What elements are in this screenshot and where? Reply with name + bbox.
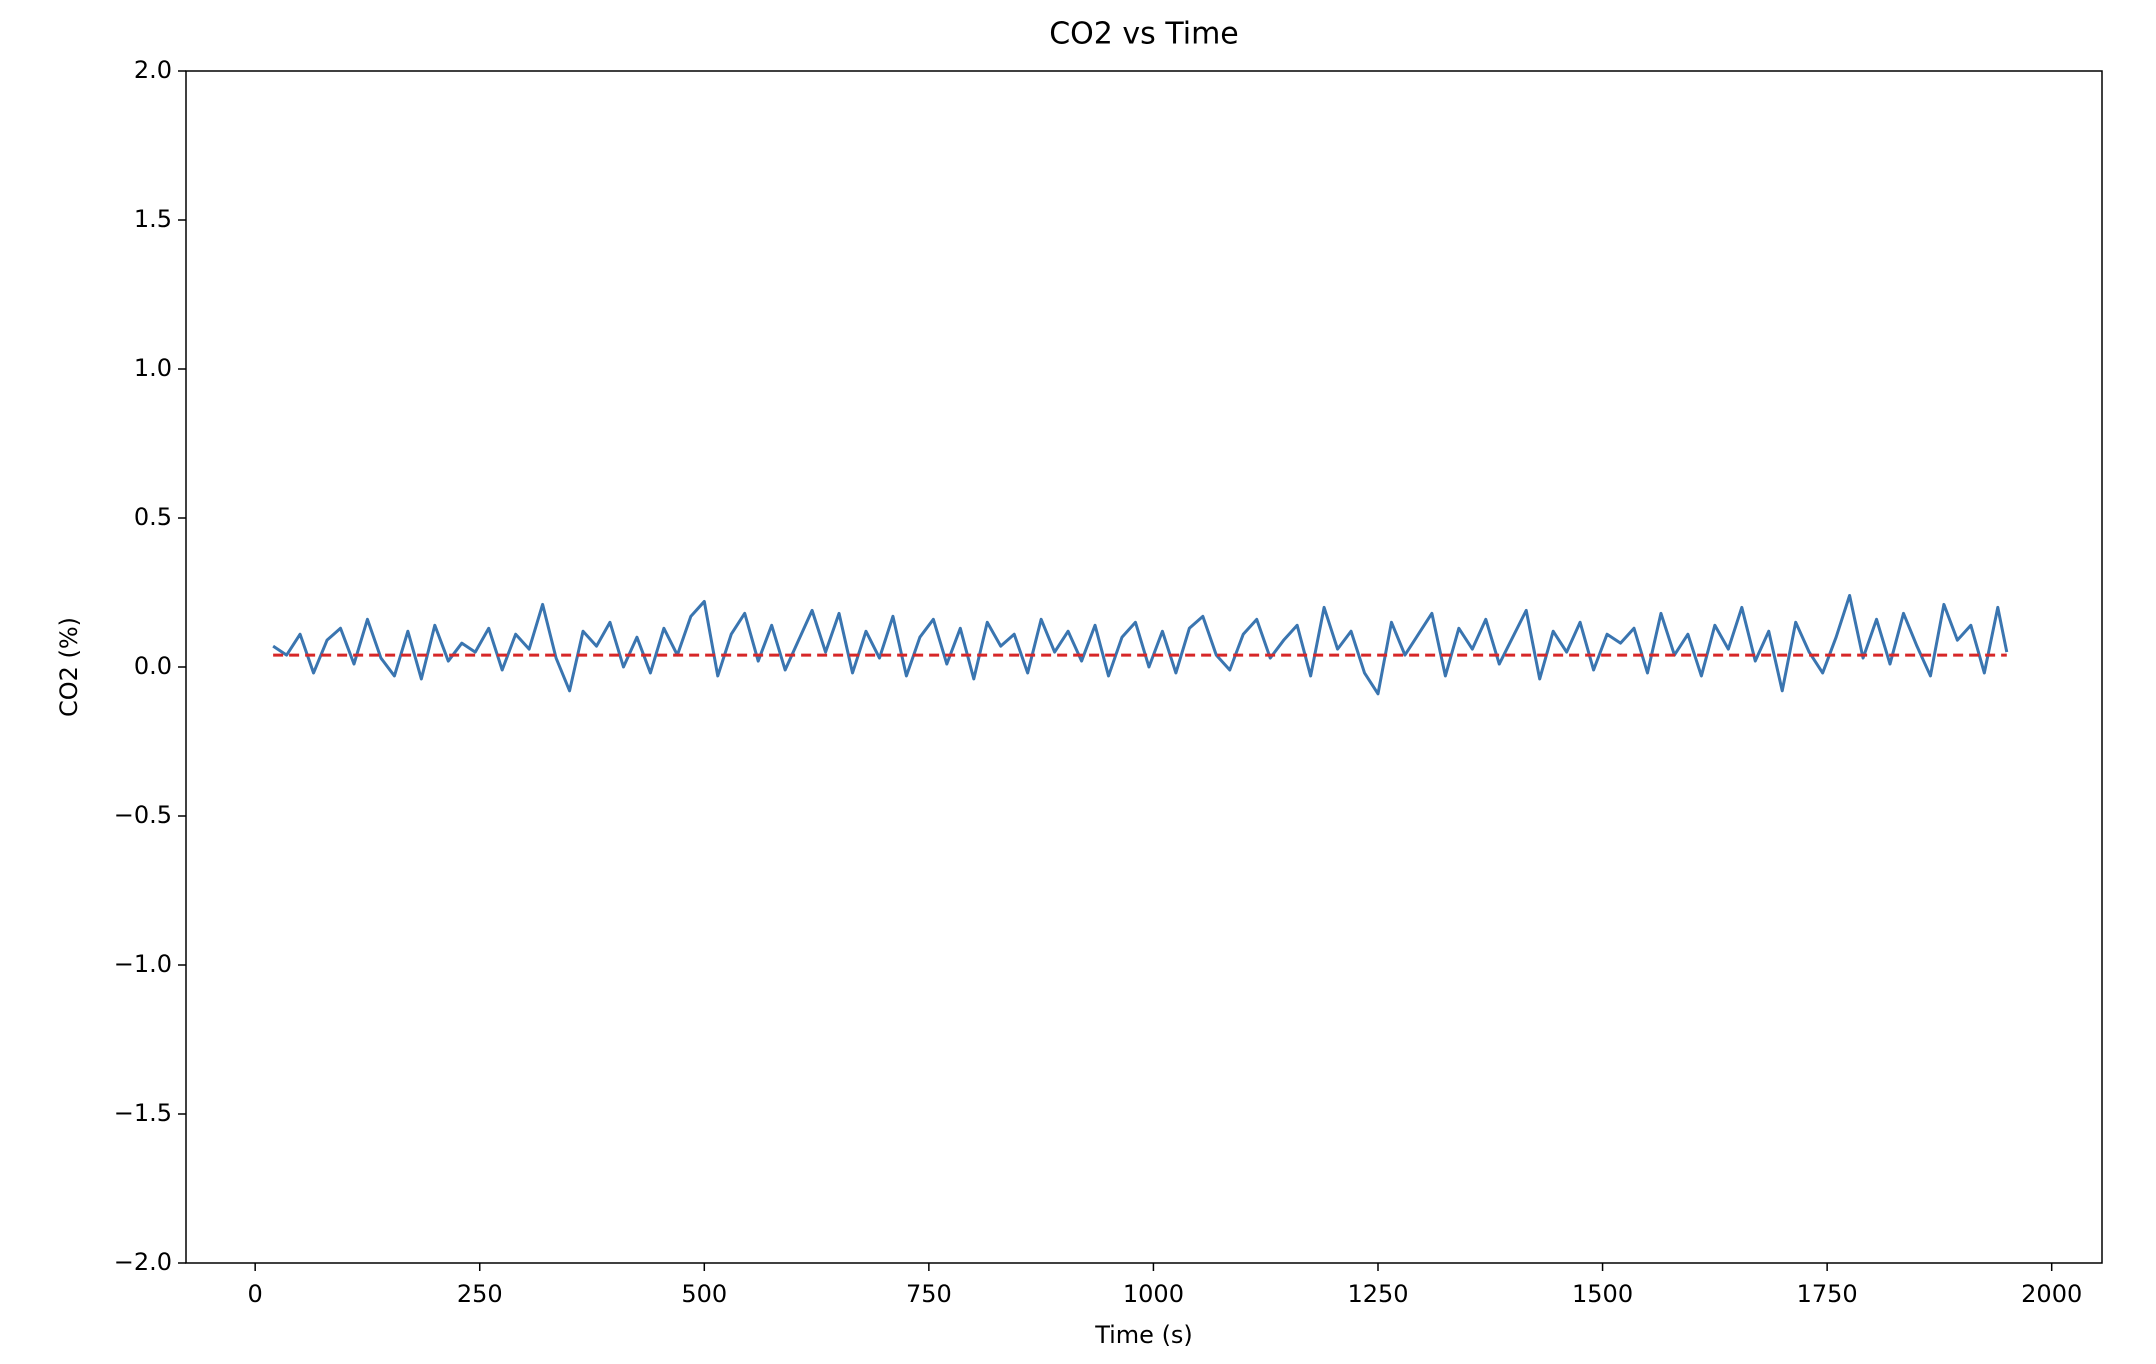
y-tick-label: 2.0 [134,56,172,84]
data-line [272,593,2009,696]
x-tick-label: 500 [681,1280,727,1308]
y-tick-label: −0.5 [114,801,172,829]
y-tick-label: 0.5 [134,503,172,531]
x-axis-label: Time (s) [1094,1321,1193,1349]
chart-title: CO2 vs Time [1049,17,1239,52]
y-tick-label: −1.0 [114,950,172,978]
y-tick-label: 0.0 [134,652,172,680]
plot-frame [185,70,2103,1264]
x-tick-label: 1000 [1123,1280,1184,1308]
x-tick-label: 0 [248,1280,263,1308]
x-tick-label: 750 [906,1280,952,1308]
y-tick-label: −1.5 [114,1099,172,1127]
x-tick-label: 250 [457,1280,503,1308]
y-tick-label: −2.0 [114,1248,172,1276]
x-tick-label: 1250 [1347,1280,1408,1308]
x-tick-label: 1750 [1797,1280,1858,1308]
x-tick-label: 2000 [2021,1280,2082,1308]
y-axis-label: CO2 (%) [55,617,83,717]
x-tick-label: 1500 [1572,1280,1633,1308]
y-tick-label: 1.5 [134,205,172,233]
y-tick-label: 1.0 [134,354,172,382]
